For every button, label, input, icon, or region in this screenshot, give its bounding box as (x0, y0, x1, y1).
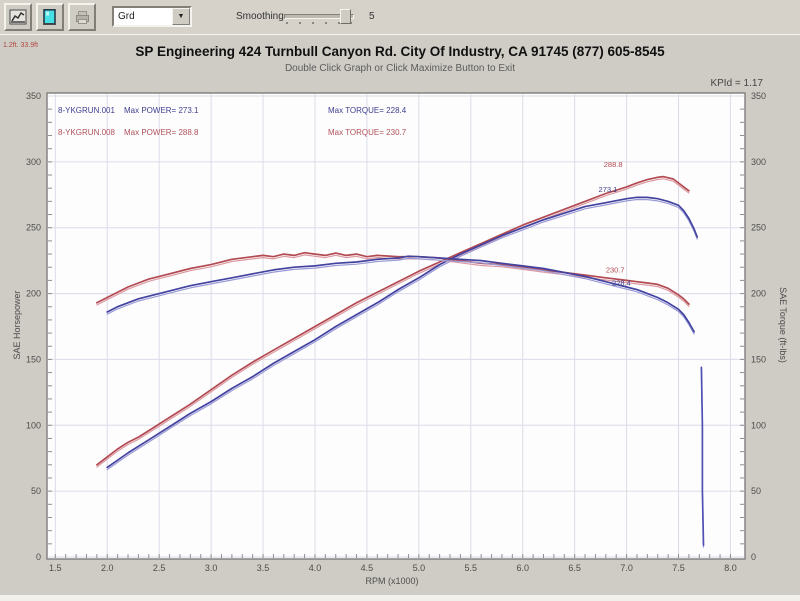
svg-text:288.8: 288.8 (604, 160, 623, 169)
svg-text:4.0: 4.0 (309, 563, 322, 573)
graph-mode-dropdown-value: Grd (118, 11, 135, 22)
series-run-001-horsepower (106, 196, 699, 471)
print-button[interactable] (68, 3, 96, 31)
line-graph-icon (9, 9, 27, 24)
y-axis-title-left: SAE Horsepower (12, 290, 22, 359)
svg-text:0: 0 (36, 552, 41, 562)
series-run-008-torque (96, 251, 690, 307)
legend-run1-file: 8-YKGRUN.001 (58, 106, 115, 115)
legend-run1-power: Max POWER= 273.1 (124, 106, 199, 115)
svg-text:50: 50 (751, 486, 761, 496)
x-axis-title: RPM (x1000) (365, 576, 418, 586)
svg-text:200: 200 (751, 289, 766, 299)
cyan-monitor-icon (43, 8, 56, 25)
legend-run2-power: Max POWER= 288.8 (124, 128, 199, 137)
env-info: 1.2ft. 33.9ft (3, 42, 39, 49)
graph-button[interactable] (4, 3, 32, 31)
monitor-button[interactable] (36, 3, 64, 31)
plot-area (46, 92, 746, 560)
svg-text:0: 0 (751, 552, 756, 562)
svg-text:250: 250 (26, 223, 41, 233)
toolbar: Grd ▼ Smoothing 5 (0, 0, 800, 35)
svg-text:150: 150 (26, 354, 41, 364)
slider-thumb[interactable] (340, 9, 351, 24)
svg-text:200: 200 (26, 289, 41, 299)
svg-text:6.5: 6.5 (568, 563, 581, 573)
minor-ticks (48, 108, 744, 558)
svg-text:3.0: 3.0 (205, 563, 218, 573)
axis-titles: SAE Horsepower SAE Torque (ft-lbs) RPM (x1… (12, 287, 788, 586)
svg-text:8.0: 8.0 (724, 563, 737, 573)
svg-text:7.5: 7.5 (672, 563, 685, 573)
svg-text:1.5: 1.5 (49, 563, 62, 573)
series-run-001-torque (106, 255, 695, 335)
svg-text:100: 100 (26, 420, 41, 430)
svg-text:2.0: 2.0 (101, 563, 114, 573)
shop-title: SP Engineering 424 Turnbull Canyon Rd. C… (135, 44, 665, 59)
svg-text:4.5: 4.5 (361, 563, 374, 573)
svg-text:5.5: 5.5 (465, 563, 478, 573)
svg-text:3.5: 3.5 (257, 563, 270, 573)
legend-run2-file: 8-YKGRUN.008 (58, 128, 115, 137)
svg-text:350: 350 (26, 91, 41, 101)
slider-track[interactable] (284, 14, 354, 19)
series-run-001-rundown-tail (700, 366, 705, 548)
y-axis-title-right: SAE Torque (ft-lbs) (778, 287, 788, 363)
svg-text:5.0: 5.0 (413, 563, 426, 573)
svg-text:300: 300 (26, 157, 41, 167)
tick-labels: 0 0 50 50 100 100 150 150 200 200 250 250 300 300 350 3… (26, 91, 766, 573)
correction-factor: KPId = 1.17 (710, 78, 763, 89)
svg-text:2.5: 2.5 (153, 563, 166, 573)
svg-text:350: 350 (751, 91, 766, 101)
exit-hint: Double Click Graph or Click Maximize But… (284, 63, 516, 74)
smoothing-slider[interactable] (284, 8, 356, 28)
svg-text:150: 150 (751, 354, 766, 364)
svg-text:100: 100 (751, 420, 766, 430)
svg-text:50: 50 (31, 486, 41, 496)
legend-run2-torque: Max TORQUE= 230.7 (328, 128, 407, 137)
smoothing-label: Smoothing (236, 11, 284, 22)
series-run-008-horsepower (96, 175, 690, 468)
smoothing-value: 5 (369, 11, 375, 22)
svg-text:228.4: 228.4 (612, 279, 631, 288)
svg-text:6.0: 6.0 (516, 563, 529, 573)
svg-text:7.0: 7.0 (620, 563, 633, 573)
svg-text:230.7: 230.7 (606, 265, 625, 274)
svg-text:300: 300 (751, 157, 766, 167)
window-bottom-strip (0, 595, 800, 601)
svg-text:250: 250 (751, 223, 766, 233)
slider-ticks (286, 22, 352, 24)
legend-run1-torque: Max TORQUE= 228.4 (328, 106, 407, 115)
peak-annotations: 288.8 273.1 230.7 228.4 (599, 160, 631, 288)
graph-mode-dropdown[interactable]: Grd ▼ (112, 6, 192, 27)
svg-text:273.1: 273.1 (599, 185, 618, 194)
chevron-down-icon[interactable]: ▼ (172, 8, 190, 25)
printer-icon-disabled (76, 10, 89, 24)
